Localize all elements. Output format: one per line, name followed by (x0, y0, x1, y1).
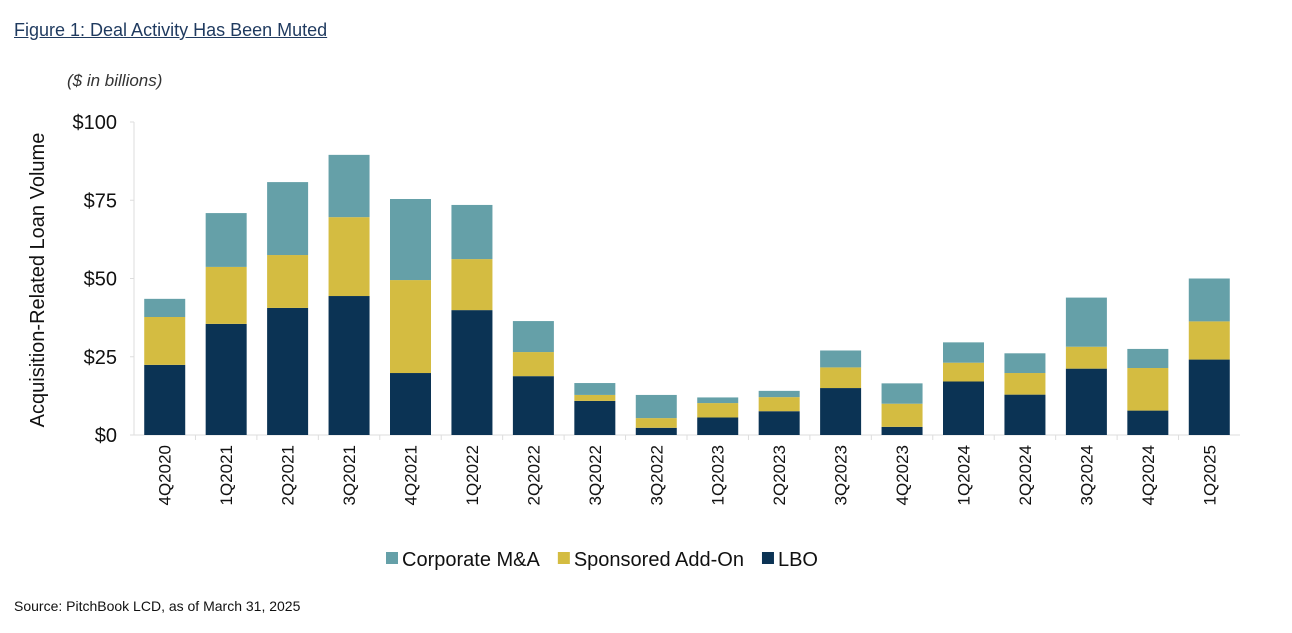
bar-segment-lbo (820, 388, 862, 435)
y-tick-label: $50 (84, 269, 117, 291)
x-tick-label: 3Q2022 (647, 445, 666, 506)
bar-segment-corporate-m-a (758, 390, 800, 398)
bar-segment-sponsored-add-on (697, 403, 739, 418)
legend-label: Corporate M&A (402, 549, 540, 571)
x-tick-label: 4Q2024 (1139, 445, 1158, 506)
bar-segment-lbo (697, 417, 739, 435)
legend-swatch (386, 552, 398, 564)
legend-label: Sponsored Add-On (574, 549, 744, 571)
bar-segment-lbo (205, 323, 247, 435)
bar-segment-corporate-m-a (820, 350, 862, 368)
y-tick-label: $100 (73, 112, 118, 134)
x-tick-label: 2Q2023 (770, 445, 789, 506)
y-tick-label: $75 (84, 190, 117, 212)
units-label: ($ in billions) (67, 71, 163, 90)
x-tick-label: 1Q2025 (1200, 445, 1219, 506)
bar-segment-lbo (635, 427, 677, 435)
bar-segment-corporate-m-a (512, 321, 554, 353)
bar-segment-corporate-m-a (205, 213, 247, 267)
figure-title: Figure 1: Deal Activity Has Been Muted (14, 20, 328, 40)
legend-swatch (557, 552, 570, 564)
bar-segment-sponsored-add-on (1188, 321, 1230, 360)
bar-segment-lbo (1127, 410, 1169, 435)
bar-segment-lbo (943, 381, 984, 435)
legend-swatch (761, 552, 774, 564)
bar-segment-corporate-m-a (943, 342, 984, 363)
bar-segment-sponsored-add-on (512, 352, 554, 377)
source-note: Source: PitchBook LCD, as of March 31, 2… (14, 598, 301, 614)
bar-segment-lbo (1188, 359, 1230, 435)
bar-segment-corporate-m-a (1127, 348, 1169, 369)
bar-segment-sponsored-add-on (758, 397, 800, 412)
x-tick-label: 4Q2023 (893, 445, 912, 506)
y-tick-label: $25 (84, 347, 117, 369)
bar-segment-lbo (881, 426, 923, 435)
y-tick-label: $0 (95, 425, 117, 447)
bar-segment-sponsored-add-on (144, 316, 186, 365)
bar-segment-corporate-m-a (144, 298, 186, 317)
bar-segment-lbo (1065, 368, 1107, 435)
bar-segment-corporate-m-a (1004, 353, 1046, 374)
bar-segment-corporate-m-a (635, 394, 677, 419)
bar-segment-lbo (144, 364, 186, 435)
bar-segment-lbo (512, 376, 554, 435)
bar-segment-sponsored-add-on (1065, 346, 1107, 369)
bar-segment-corporate-m-a (328, 154, 370, 218)
bar-segment-sponsored-add-on (267, 255, 309, 308)
legend-label: LBO (778, 549, 818, 571)
bar-segment-corporate-m-a (267, 182, 309, 256)
bar-segment-sponsored-add-on (451, 259, 493, 311)
bar-segment-lbo (574, 400, 616, 435)
bar-segment-corporate-m-a (1188, 278, 1230, 322)
bar-segment-corporate-m-a (574, 383, 616, 395)
bar-segment-lbo (451, 310, 493, 435)
bar-segment-sponsored-add-on (943, 362, 984, 382)
bar-segment-sponsored-add-on (1004, 373, 1046, 395)
x-tick-label: 3Q2024 (1077, 445, 1096, 506)
bar-segment-corporate-m-a (881, 383, 923, 404)
x-tick-label: 3Q2023 (832, 445, 851, 506)
bar-segment-lbo (267, 307, 309, 435)
x-tick-label: 1Q2022 (463, 445, 482, 506)
bar-segment-corporate-m-a (697, 397, 739, 404)
x-tick-label: 4Q2020 (156, 445, 175, 506)
bar-segment-sponsored-add-on (390, 280, 431, 374)
bar-segment-sponsored-add-on (1127, 368, 1169, 411)
x-tick-label: 3Q2021 (340, 445, 359, 506)
bar-segment-sponsored-add-on (881, 403, 923, 427)
x-tick-label: 4Q2021 (402, 445, 421, 506)
bar-segment-lbo (1004, 394, 1046, 435)
x-tick-label: 2Q2024 (1016, 445, 1035, 506)
x-tick-label: 2Q2021 (279, 445, 298, 506)
bar-segment-sponsored-add-on (205, 266, 247, 324)
bar-segment-sponsored-add-on (820, 367, 862, 389)
bar-segment-sponsored-add-on (635, 418, 677, 428)
bar-segment-lbo (328, 296, 370, 435)
bar-segment-corporate-m-a (451, 204, 493, 260)
bar-segment-sponsored-add-on (574, 394, 616, 401)
bar-segment-sponsored-add-on (328, 217, 370, 297)
x-tick-label: 1Q2024 (955, 445, 974, 506)
y-axis-title: Acquisition-Related Loan Volume (27, 133, 49, 428)
x-tick-label: 3Q2022 (586, 445, 605, 506)
bar-segment-corporate-m-a (1065, 297, 1107, 347)
bar-segment-lbo (390, 373, 431, 435)
x-tick-label: 2Q2022 (524, 445, 543, 506)
x-tick-label: 1Q2021 (217, 445, 236, 506)
x-tick-label: 1Q2023 (709, 445, 728, 506)
bar-segment-corporate-m-a (390, 198, 431, 281)
bar-segment-lbo (758, 411, 800, 435)
